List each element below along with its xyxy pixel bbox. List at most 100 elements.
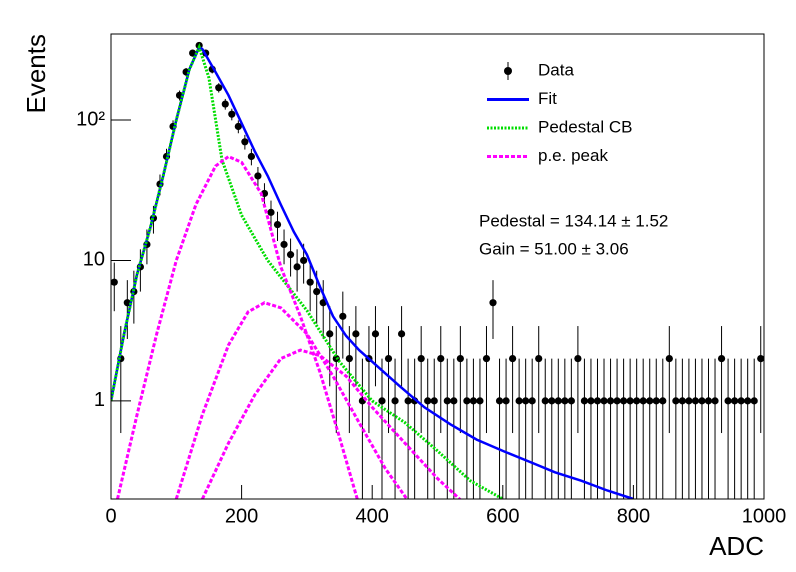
data-point <box>234 122 242 131</box>
data-point <box>378 397 386 405</box>
data-point <box>737 397 745 405</box>
data-point <box>633 397 641 405</box>
data-point <box>391 397 399 405</box>
data-point <box>280 240 288 249</box>
data-point <box>678 397 686 405</box>
data-point <box>646 397 654 405</box>
y-axis-label: Events <box>21 34 51 114</box>
data-point <box>221 100 229 108</box>
data-point <box>541 397 549 405</box>
data-point <box>352 330 360 338</box>
legend-marker <box>504 67 512 75</box>
y-tick-label: 10² <box>76 108 105 130</box>
data-point <box>443 397 451 405</box>
annotation: Gain = 51.00 ± 3.06 <box>479 239 629 258</box>
data-point <box>639 397 647 405</box>
x-tick-label: 1000 <box>742 505 787 527</box>
data-point <box>652 397 660 405</box>
legend-label: Data <box>538 60 574 79</box>
data-point <box>345 354 353 363</box>
y-tick-label: 1 <box>94 389 105 411</box>
data-point <box>698 397 706 405</box>
data-point <box>522 397 530 405</box>
data-point <box>463 397 471 405</box>
data-point <box>691 397 700 405</box>
data-point <box>548 397 556 405</box>
annotation: Pedestal = 134.14 ± 1.52 <box>479 211 668 230</box>
y-tick-label: 10 <box>83 249 105 271</box>
data-point <box>587 397 595 405</box>
data-point <box>189 49 197 57</box>
data-point <box>469 397 478 405</box>
data-point <box>437 354 445 363</box>
data-point <box>397 330 406 338</box>
data-point <box>482 354 491 363</box>
data-point <box>659 397 667 405</box>
data-point <box>267 208 275 216</box>
data-point <box>384 354 393 363</box>
data-point <box>241 138 249 146</box>
data-point <box>685 397 693 405</box>
data-point <box>528 397 536 405</box>
data-point <box>580 397 589 405</box>
data-point <box>672 397 680 405</box>
curve <box>174 301 409 499</box>
x-tick-label: 800 <box>617 505 650 527</box>
data-point <box>306 278 314 286</box>
data-point <box>254 172 262 180</box>
data-point <box>313 287 321 296</box>
data-point <box>430 397 438 405</box>
data-point <box>247 152 255 161</box>
data-point <box>731 397 739 405</box>
data-point <box>300 256 308 265</box>
data-point <box>456 354 464 363</box>
data-point <box>574 354 582 363</box>
data-point <box>561 397 569 405</box>
legend-label: Fit <box>538 89 557 108</box>
curve <box>201 348 462 499</box>
data-point <box>286 251 295 259</box>
data-point <box>750 397 758 405</box>
data-point <box>717 354 726 363</box>
data-point <box>339 312 347 320</box>
data-point <box>744 397 752 405</box>
x-tick-label: 600 <box>486 505 519 527</box>
data-point <box>600 397 608 405</box>
data-point <box>476 397 484 405</box>
data-point <box>704 397 713 405</box>
data-point <box>228 110 236 118</box>
data-point <box>757 354 764 363</box>
data-point <box>450 397 458 405</box>
curve <box>116 154 359 499</box>
x-tick-label: 0 <box>105 505 116 527</box>
data-point <box>606 397 615 405</box>
data-point <box>665 354 673 363</box>
data-point <box>626 397 634 405</box>
data-point <box>293 263 301 271</box>
data-point <box>613 397 621 405</box>
legend-label: Pedestal CB <box>538 117 633 136</box>
data-point <box>489 299 497 307</box>
curve <box>111 45 634 499</box>
data-point <box>620 397 628 405</box>
data-point <box>567 397 575 405</box>
data-point <box>215 84 223 92</box>
data-point <box>495 397 504 405</box>
data-point <box>508 354 517 363</box>
x-tick-label: 200 <box>225 505 258 527</box>
data-point <box>535 354 543 363</box>
data-point <box>326 330 334 338</box>
plot-area <box>111 41 764 499</box>
data-point <box>515 397 523 405</box>
data-point <box>593 397 602 405</box>
data-point <box>273 221 282 229</box>
data-point <box>371 330 380 338</box>
data-point <box>502 397 510 405</box>
data-point <box>724 397 732 405</box>
legend-label: p.e. peak <box>538 146 608 165</box>
data-point <box>711 397 719 405</box>
data-point <box>111 278 118 286</box>
x-axis-label: ADC <box>709 531 764 561</box>
